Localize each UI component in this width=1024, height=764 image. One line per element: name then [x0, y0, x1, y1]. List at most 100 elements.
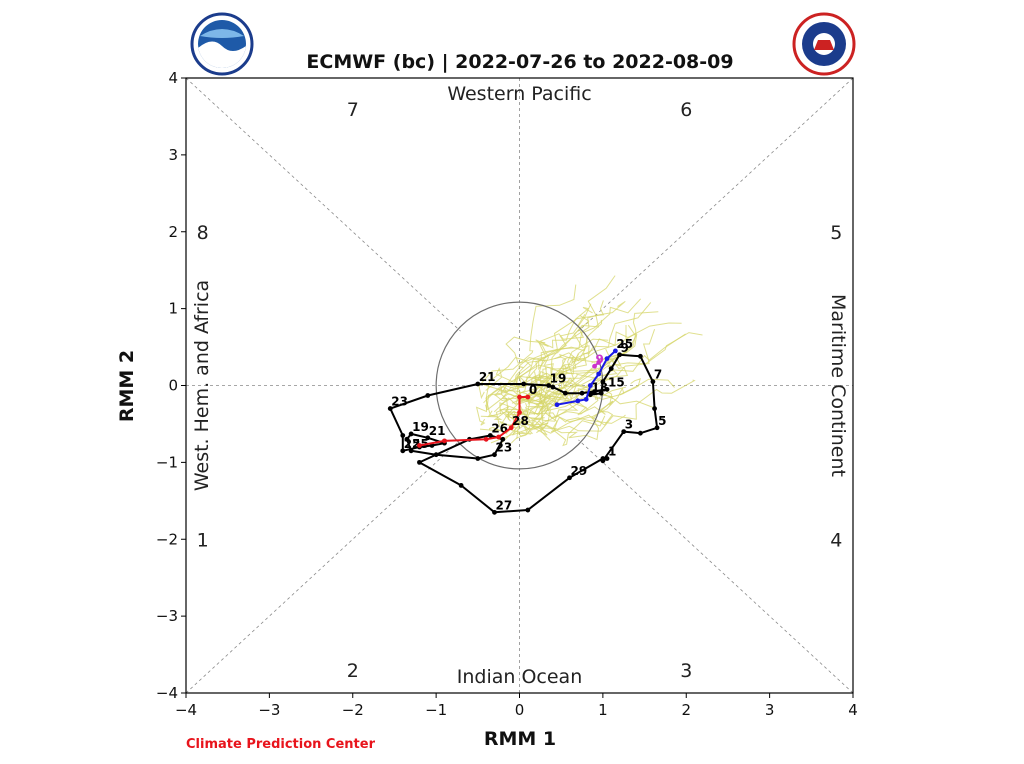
forecast-blue-day-label: 25: [616, 337, 633, 351]
observed-point: [579, 390, 585, 396]
x-tick-label: 4: [848, 701, 858, 719]
observed-point: [650, 379, 656, 385]
observed-point: [600, 458, 606, 464]
noaa-logo: [190, 12, 254, 76]
ensemble-member-line: [483, 302, 652, 404]
forecast-blue-point: [583, 396, 589, 402]
observed-day-label: 21: [479, 370, 496, 384]
ensemble-member-line: [499, 311, 659, 389]
observed-point: [652, 406, 657, 411]
x-tick-label: 2: [681, 701, 691, 719]
forecast-magenta-point: [596, 360, 602, 365]
ensemble-member-line: [494, 303, 592, 400]
forecast-blue-point: [612, 348, 618, 354]
ensemble-member-line: [479, 412, 551, 441]
observed-day-label: 9: [621, 341, 629, 355]
forecast-red-point: [508, 425, 514, 431]
y-tick-label: 0: [168, 377, 178, 395]
observed-day-label: 7: [654, 368, 662, 382]
forecast-red-day-label: 28: [512, 414, 529, 428]
y-tick-label: 3: [168, 146, 178, 164]
observed-point: [400, 433, 406, 438]
ensemble-member-line: [499, 348, 586, 396]
phase-label: 8: [197, 222, 209, 244]
forecast-red-point: [517, 410, 522, 415]
guide-diagonal-ne: [578, 77, 854, 332]
observed-point: [562, 390, 568, 396]
nws-logo: [792, 12, 856, 76]
ensemble-member-line: [522, 396, 557, 436]
ensemble-member-line: [495, 378, 614, 428]
ensemble-member-line: [485, 336, 546, 391]
observed-day-label: 19: [550, 372, 567, 386]
forecast-black-point: [433, 452, 439, 458]
forecast-magenta-day-label: 9: [596, 352, 604, 366]
ensemble-member-line: [480, 371, 552, 421]
y-tick-label: 4: [168, 69, 178, 87]
region-label-maritime-continent: Maritime Continent: [827, 294, 849, 477]
ensemble-member-line: [511, 378, 551, 437]
ensemble-member-line: [535, 306, 593, 383]
y-tick-label: −4: [156, 684, 178, 702]
observed-point: [617, 352, 622, 358]
forecast-black-day-label: 29: [571, 464, 588, 478]
observed-day-label: 21: [429, 424, 446, 438]
forecast-red-point: [496, 434, 502, 440]
x-tick-label: −1: [425, 701, 447, 719]
observed-point: [550, 384, 556, 390]
observed-point: [621, 429, 627, 435]
forecast-black-point: [500, 436, 506, 442]
forecast-red-line: [419, 396, 528, 447]
x-tick-label: 3: [765, 701, 775, 719]
ensemble-member-line: [525, 358, 629, 408]
forecast-blue-point: [554, 402, 560, 408]
observed-point: [400, 448, 406, 454]
phase-label: 3: [680, 660, 692, 682]
y-tick-label: 1: [168, 300, 178, 318]
forecast-black-day-label: 27: [495, 498, 512, 512]
forecast-black-point: [458, 483, 464, 488]
observed-day-label: 19: [412, 420, 429, 434]
phase-label: 7: [347, 99, 359, 121]
x-tick-label: 1: [598, 701, 608, 719]
forecast-red-point: [517, 394, 522, 400]
y-tick-label: −1: [156, 453, 178, 471]
forecast-black-point: [525, 507, 531, 513]
phase-label: 1: [197, 529, 209, 551]
observed-point: [654, 425, 660, 431]
observed-point: [608, 366, 614, 371]
region-label-west-hem-africa: West. Hem. and Africa: [191, 280, 213, 491]
forecast-red-point: [442, 438, 447, 444]
observed-day-label: 1: [608, 445, 616, 459]
observed-point: [604, 386, 610, 392]
phase-label: 2: [347, 660, 359, 682]
y-tick-label: 2: [168, 223, 178, 241]
x-tick-label: −3: [258, 701, 280, 719]
observed-point: [425, 393, 431, 398]
phase-label: 4: [830, 529, 842, 551]
observed-point: [592, 389, 597, 395]
ensemble-members: [475, 275, 703, 447]
forecast-blue-point: [604, 356, 610, 361]
y-tick-label: −2: [156, 530, 178, 548]
forecast-black-point: [492, 452, 497, 458]
forecast-black-day-label: 23: [495, 441, 512, 455]
x-axis-label: RMM 1: [484, 728, 556, 750]
guide-diagonal-sw: [185, 439, 461, 694]
y-tick-label: −3: [156, 607, 178, 625]
observed-point: [637, 353, 643, 359]
observed-point: [404, 436, 410, 442]
guide-diagonal-nw: [185, 77, 461, 332]
forecast-black-line: [405, 434, 604, 514]
guide-diagonal-se: [578, 439, 854, 694]
ensemble-member-line: [475, 335, 589, 426]
ensemble-member-line: [537, 378, 642, 424]
forecast-black-point: [417, 459, 422, 465]
observed-point: [521, 381, 527, 387]
observed-point: [637, 430, 643, 436]
observed-point: [475, 381, 481, 387]
y-axis-label: RMM 2: [116, 350, 138, 422]
